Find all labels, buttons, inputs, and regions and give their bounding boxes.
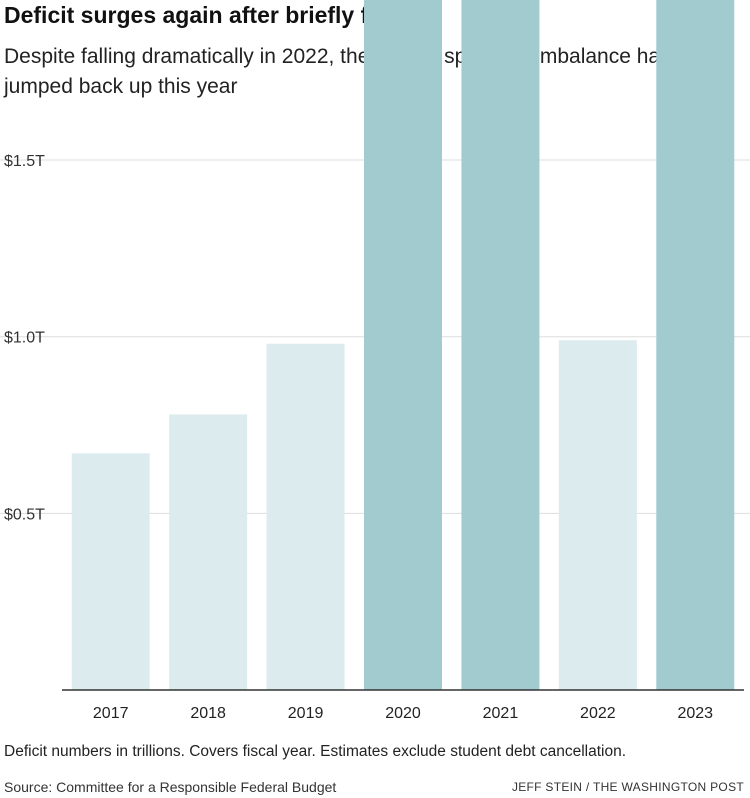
chart-note: Deficit numbers in trillions. Covers fis… — [4, 743, 627, 760]
x-tick-label: 2018 — [190, 705, 226, 722]
bar-2022 — [558, 340, 637, 690]
bars — [71, 0, 735, 690]
bar-2023 — [656, 0, 735, 690]
x-tick-label: 2021 — [483, 705, 519, 722]
chart-source: Source: Committee for a Responsible Fede… — [4, 779, 337, 795]
x-tick-label: 2017 — [93, 705, 129, 722]
bar-2020 — [364, 0, 442, 690]
x-tick-label: 2023 — [677, 705, 713, 722]
bar-chart: $3.1T$2.8T$2.0T $0.5T$1.0T$1.5T$2.0T$2.5… — [0, 0, 750, 722]
bar-2017 — [71, 453, 150, 690]
chart-title: Deficit surges again after briefly falli… — [4, 2, 429, 28]
bar-2019 — [266, 343, 345, 690]
y-tick-label: $1.5T — [4, 153, 45, 170]
x-tick-label: 2022 — [580, 705, 616, 722]
y-axis-ticks: $0.5T$1.0T$1.5T$2.0T$2.5T$3.0T — [4, 153, 45, 523]
bar-2021 — [461, 0, 540, 690]
chart-credit: JEFF STEIN / THE WASHINGTON POST — [511, 780, 744, 794]
y-tick-label: $0.5T — [4, 506, 45, 523]
x-tick-label: 2020 — [385, 705, 421, 722]
y-tick-label: $1.0T — [4, 330, 45, 347]
x-axis-ticks: 2017 2018 2019 2020 2021 2022 2023 — [93, 705, 713, 722]
bar-2018 — [169, 414, 248, 690]
x-tick-label: 2019 — [288, 705, 324, 722]
